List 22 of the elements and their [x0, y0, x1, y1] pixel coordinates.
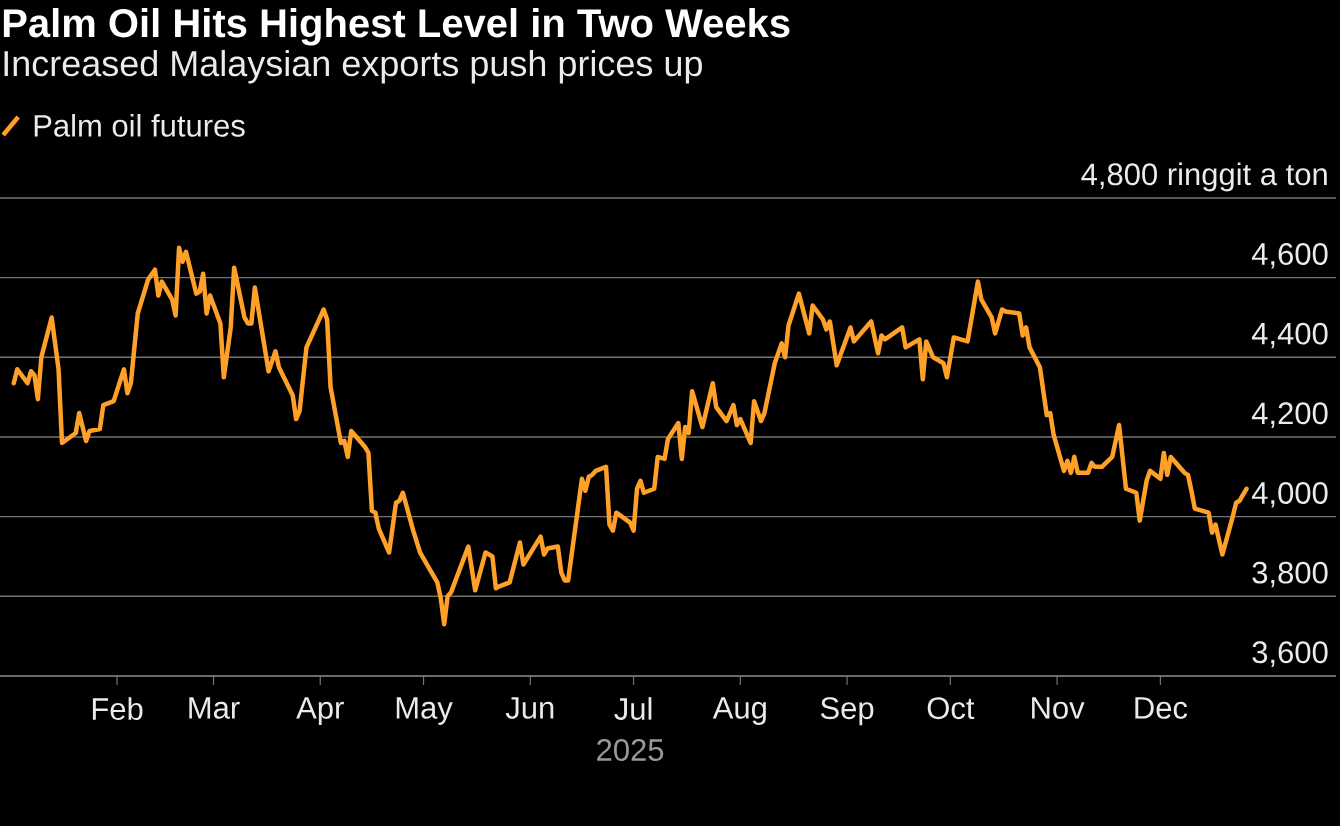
y-tick-label: 4,400 — [1251, 322, 1328, 349]
chart-subtitle: Increased Malaysian exports push prices up — [4, 49, 702, 84]
y-tick-label: 4,200 — [1251, 402, 1328, 428]
y-tick-label: 3,800 — [1252, 561, 1328, 588]
x-tick-label: Mar — [189, 697, 240, 719]
x-tick-label: Oct — [927, 697, 975, 720]
x-tick-label: Nov — [1032, 697, 1085, 719]
x-tick-label: Feb — [92, 697, 143, 720]
y-tick-label: 4,000 — [1251, 482, 1328, 508]
x-tick-label: Apr — [296, 697, 344, 725]
x-tick-label: Aug — [712, 697, 766, 725]
y-tick-label: 3,600 — [1252, 641, 1328, 667]
chart-title: Palm Oil Hits Highest Level in Two Weeks — [3, 8, 790, 46]
y-tick-label: 4,800 ringgit a ton — [1081, 162, 1327, 192]
x-tick-label: Sep — [820, 697, 874, 726]
x-tick-label: Dec — [1135, 697, 1188, 719]
x-tick-label: Jun — [505, 697, 554, 719]
x-tick-label: May — [396, 697, 453, 725]
y-tick-label: 4,600 — [1251, 243, 1328, 269]
x-axis-title: 2025 — [597, 739, 664, 761]
x-tick-label: Jul — [614, 697, 652, 720]
legend-label: Palm oil futures — [34, 113, 245, 137]
